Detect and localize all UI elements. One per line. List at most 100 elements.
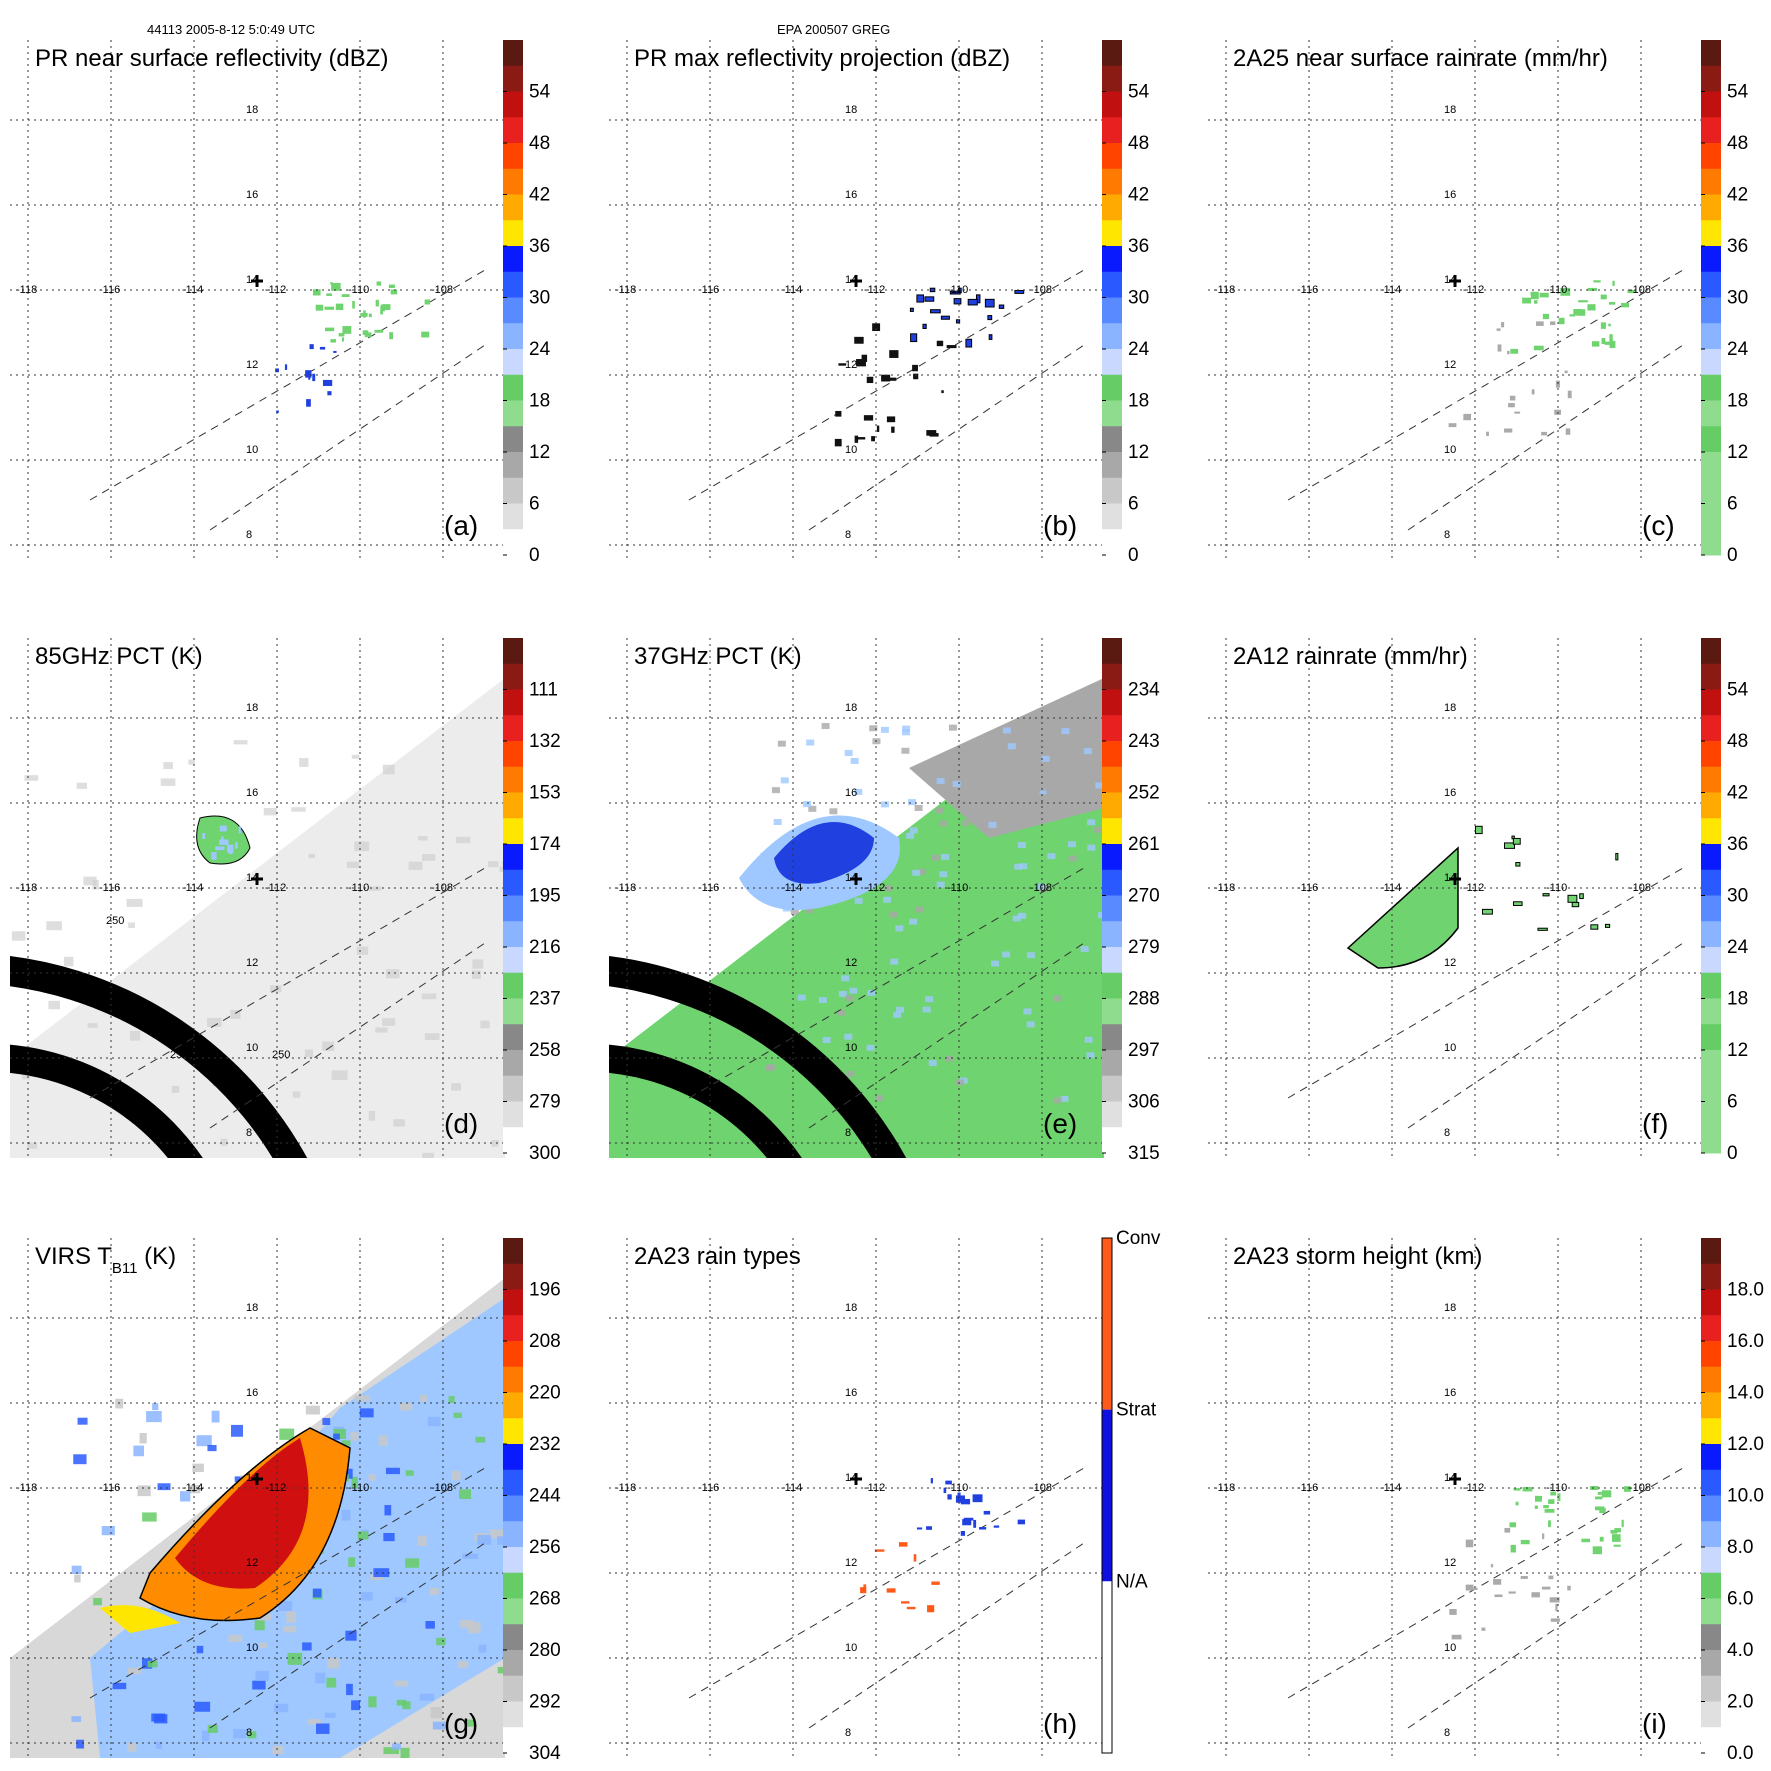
swath-pixel <box>880 726 889 733</box>
rain-pixel <box>211 852 217 860</box>
rain-pixel <box>1610 1529 1618 1534</box>
swath-pixel <box>1023 1008 1032 1015</box>
swath-pixel <box>1026 1021 1035 1028</box>
colorbar-segment <box>1701 663 1721 690</box>
lon-tick-label: -114 <box>781 284 802 296</box>
virs-yellow <box>100 1605 180 1633</box>
colorbar-tick: 196 <box>529 1280 561 1301</box>
rain-pixel <box>949 290 961 295</box>
rain-pixel <box>926 1526 932 1530</box>
rain-pixel <box>1497 344 1502 352</box>
colorbar-segment <box>1701 766 1721 793</box>
colorbar-tick: Strat <box>1116 1400 1157 1421</box>
rain-pixel <box>965 338 973 348</box>
scan-arc-outer <box>10 956 308 1158</box>
rain-pixel <box>1451 1634 1462 1640</box>
swath-texture <box>331 1070 348 1080</box>
colorbar-segment <box>503 1675 523 1702</box>
colorbar-tick: 0 <box>1727 545 1738 566</box>
virs-pixel <box>345 1630 357 1641</box>
lat-tick-label: 16 <box>1444 787 1456 799</box>
colorbar-tick: 216 <box>529 937 561 958</box>
rain-pixel <box>936 340 944 347</box>
swath-texture <box>421 854 436 861</box>
lon-tick-label: -118 <box>1214 882 1235 894</box>
swath-pixel <box>889 911 898 918</box>
swath-pixel <box>901 747 910 754</box>
colorbar-tick: 30 <box>1727 886 1748 907</box>
colorbar-segment <box>1701 1701 1721 1728</box>
swath-pixel <box>880 801 889 808</box>
virs-pixel <box>467 1719 474 1727</box>
rain-pixel <box>1627 290 1636 294</box>
swath-texture <box>346 861 360 869</box>
lon-tick-label: -108 <box>1030 882 1052 894</box>
arc-label: 250 <box>40 977 58 989</box>
virs-core <box>175 1438 309 1589</box>
lon-tick-label: -116 <box>1297 1482 1318 1494</box>
panel-title: PR max reflectivity projection (dBZ) <box>634 45 1010 72</box>
colorbar-tick: 4.0 <box>1727 1640 1753 1661</box>
rain-pixel <box>1549 1597 1560 1603</box>
rain-pixel <box>1508 1591 1516 1594</box>
lon-tick-label: -112 <box>1463 882 1484 894</box>
colorbar-tick: 48 <box>529 133 550 154</box>
virs-pixel <box>73 1454 87 1465</box>
colorbar-segment <box>1102 477 1122 504</box>
rain-pixel <box>424 299 431 305</box>
colorbar-tick: 256 <box>529 1537 561 1558</box>
virs-pixel <box>373 1568 390 1578</box>
swath-pixel <box>1018 912 1027 919</box>
rain-pixel <box>312 373 316 382</box>
rain-pixel <box>1569 314 1576 317</box>
colorbar-tick: 268 <box>529 1589 561 1610</box>
rain-pixel <box>898 1542 908 1547</box>
rain-pixel <box>960 1531 966 1536</box>
virs-pixel <box>259 1642 267 1648</box>
rain-pixel <box>1513 1488 1521 1491</box>
swath-pixel <box>1087 844 1096 851</box>
lon-tick-label: -112 <box>265 1482 286 1494</box>
virs-pixel <box>477 1534 491 1545</box>
swath-pixel <box>906 832 915 839</box>
rain-pixel <box>324 306 335 310</box>
panel-label: (h) <box>1043 1708 1077 1739</box>
rain-pixel <box>1621 1519 1624 1528</box>
rain-pixel <box>1017 1519 1026 1525</box>
swath-texture <box>487 861 499 868</box>
colorbar-segment <box>1701 323 1721 350</box>
rain-pixel <box>1481 908 1493 915</box>
colorbar-segment <box>1701 1469 1721 1496</box>
colorbar-tick: 174 <box>529 834 561 855</box>
rain-pixel <box>390 289 398 295</box>
swath-pixel <box>908 918 917 925</box>
colorbar-segment <box>503 1341 523 1368</box>
swath-edge-line <box>1287 1467 1684 1699</box>
colorbar-tick: 18 <box>529 391 550 412</box>
rain-pixel <box>1463 413 1472 421</box>
swath-edge-line <box>688 867 1085 1099</box>
colorbar-tick: 30 <box>529 288 550 309</box>
colorbar-segment <box>1102 1581 1112 1753</box>
swath-pixel <box>874 1095 883 1102</box>
colorbar-segment <box>1102 65 1122 92</box>
colorbar-tick: 6 <box>1727 1092 1738 1113</box>
swath-pixel <box>821 723 830 730</box>
swath-texture <box>375 1027 388 1033</box>
colorbar-segment <box>1701 638 1721 665</box>
colorbar-tick: 279 <box>529 1092 561 1113</box>
colorbar-segment <box>503 349 523 376</box>
virs-pixel <box>255 1670 270 1681</box>
rain-pixel <box>1541 1586 1551 1590</box>
swath-pixel <box>1068 841 1077 848</box>
rain-pixel <box>1595 1496 1603 1500</box>
rain-pixel <box>330 339 337 343</box>
rain-pixel <box>421 331 430 338</box>
colorbar-segment <box>1102 663 1122 690</box>
colorbar-segment <box>1701 400 1721 427</box>
plot-area <box>1208 638 1703 1158</box>
rain-pixel <box>1465 1539 1474 1548</box>
swath-pixel <box>1032 787 1041 794</box>
virs-pixel <box>316 1723 330 1734</box>
lon-tick-label: -118 <box>16 284 37 296</box>
